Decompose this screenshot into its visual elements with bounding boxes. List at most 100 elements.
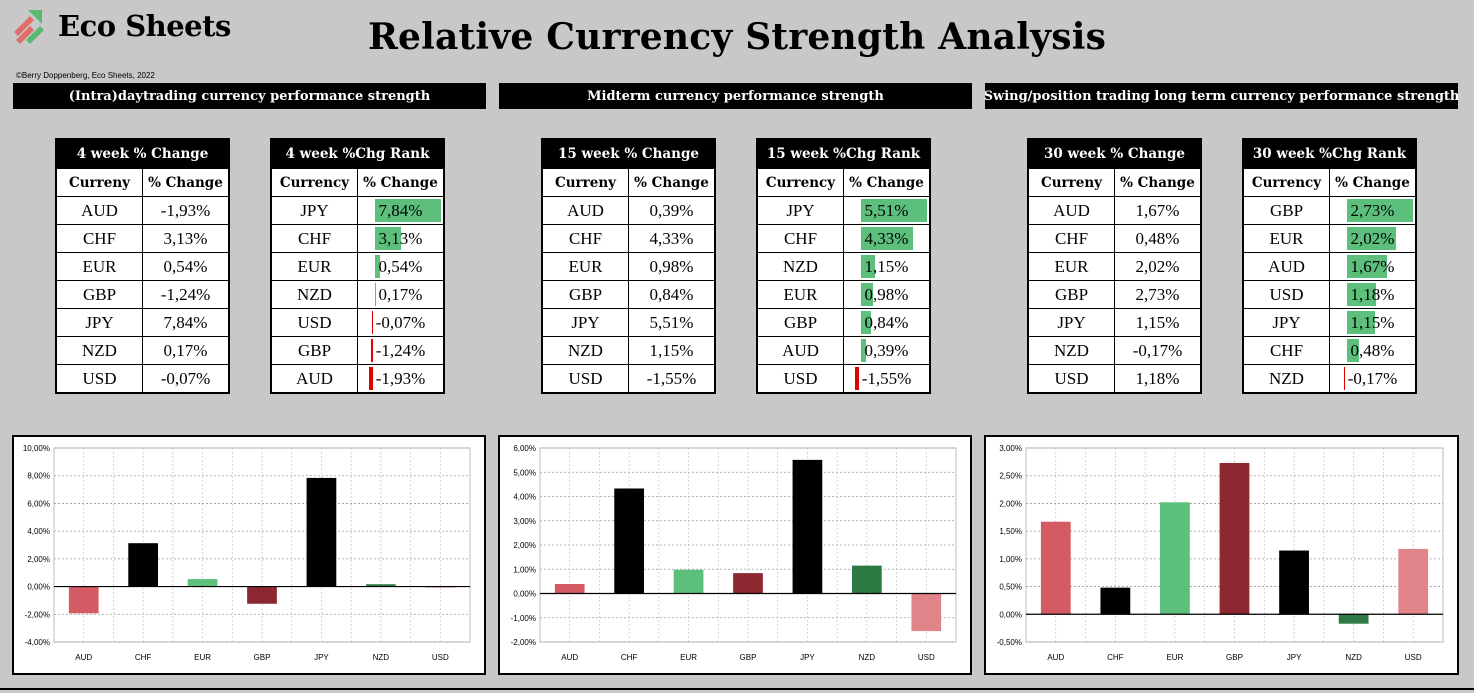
change-value: 0,54% <box>378 256 423 276</box>
y-tick-label: 5,00% <box>513 468 536 477</box>
table-row: USD -1,55% <box>758 364 929 392</box>
rank-bar-positive <box>1347 339 1359 362</box>
table-row: GBP 0,84% <box>758 308 929 336</box>
x-tick-label: NZD <box>373 653 390 662</box>
currency-cell: USD <box>1244 281 1330 308</box>
change-table-15w: 15 week % Change Curreny % Change AUD 0,39% C… <box>541 138 716 394</box>
chart-4w: 10,00% 8,00% 6,00% 4,00% 2,00% 0,00% -2,00% -4,… <box>12 435 486 675</box>
bar-aud <box>68 586 99 614</box>
table-title: 15 week % Change <box>543 140 714 168</box>
change-cell: 0,39% <box>629 197 714 224</box>
currency-cell: CHF <box>1029 225 1115 252</box>
table-header-row: Curreny % Change <box>57 168 228 196</box>
x-tick-label: GBP <box>740 653 757 662</box>
change-cell: 1,67% <box>1115 197 1200 224</box>
y-tick-label: 1,00% <box>513 565 536 574</box>
change-value: -1,55% <box>861 368 912 388</box>
header-change: % Change <box>634 174 709 191</box>
table-row: EUR 2,02% <box>1244 224 1415 252</box>
x-tick-label: EUR <box>680 653 697 662</box>
change-value: 0,48% <box>1350 340 1395 360</box>
change-cell: 5,51% <box>629 309 714 336</box>
y-tick-label: 0,00% <box>999 610 1022 619</box>
currency-cell: JPY <box>57 309 143 336</box>
table-title: 4 week %Chg Rank <box>272 140 443 168</box>
rank-bar-positive <box>861 227 913 250</box>
currency-cell: CHF <box>1244 337 1330 364</box>
y-tick-label: 2,00% <box>513 541 536 550</box>
table-row: CHF 0,48% <box>1244 336 1415 364</box>
currency-cell: JPY <box>1029 309 1115 336</box>
change-cell: 2,02% <box>1330 225 1415 252</box>
chart-svg: 6,00% 5,00% 4,00% 3,00% 2,00% 1,00% 0,00% -1,00… <box>511 444 957 662</box>
rank-bar-positive <box>375 199 441 222</box>
x-tick-label: NZD <box>1345 653 1362 662</box>
change-cell: 0,48% <box>1330 337 1415 364</box>
change-value: 1,18% <box>1135 368 1180 388</box>
change-value: 3,13% <box>163 228 208 248</box>
x-tick-label: USD <box>1405 653 1422 662</box>
table-row: USD 1,18% <box>1029 364 1200 392</box>
change-value: 3,13% <box>378 228 423 248</box>
x-tick-label: JPY <box>1287 653 1302 662</box>
currency-cell: NZD <box>272 281 358 308</box>
change-cell: -1,93% <box>358 365 443 392</box>
table-title: 30 week % Change <box>1029 140 1200 168</box>
header-currency: Curreny <box>57 169 143 196</box>
currency-cell: NZD <box>543 337 629 364</box>
bar-chf <box>128 543 158 587</box>
change-value: 0,48% <box>1135 228 1180 248</box>
change-cell: 0,84% <box>844 309 929 336</box>
bar-jpy <box>792 459 823 594</box>
table-row: NZD 1,15% <box>543 336 714 364</box>
currency-cell: USD <box>543 365 629 392</box>
currency-cell: CHF <box>758 225 844 252</box>
change-cell: 0,54% <box>143 253 228 280</box>
bottom-rule <box>0 688 1474 690</box>
bar-chf <box>1100 587 1131 615</box>
header-change: % Change <box>148 174 223 191</box>
rank-bar-positive <box>1347 311 1375 334</box>
bar-jpy <box>1279 550 1309 615</box>
currency-cell: NZD <box>1244 365 1330 392</box>
bar-gbp <box>247 586 277 604</box>
logo-stripe-green <box>26 26 44 44</box>
logo-stripe-pink <box>16 26 34 44</box>
x-tick-label: AUD <box>75 653 92 662</box>
change-value: 0,84% <box>864 312 909 332</box>
currency-cell: NZD <box>758 253 844 280</box>
rank-table-4w: 4 week %Chg Rank Currency % Change JPY 7,84%… <box>270 138 445 394</box>
currency-cell: NZD <box>1029 337 1115 364</box>
table-title: 15 week %Chg Rank <box>758 140 929 168</box>
y-tick-label: 1,00% <box>999 555 1022 564</box>
table-header-row: Curreny % Change <box>1029 168 1200 196</box>
y-tick-label: 4,00% <box>513 493 536 502</box>
table-row: CHF 3,13% <box>272 224 443 252</box>
y-tick-label: 2,50% <box>999 472 1022 481</box>
chart-15w: 6,00% 5,00% 4,00% 3,00% 2,00% 1,00% 0,00% -1,00… <box>498 435 972 675</box>
bar-eur <box>673 569 704 594</box>
table-row: EUR 0,98% <box>758 280 929 308</box>
change-cell: 4,33% <box>844 225 929 252</box>
change-value: 1,15% <box>649 340 694 360</box>
table-row: NZD 0,17% <box>272 280 443 308</box>
currency-cell: AUD <box>272 365 358 392</box>
table-row: USD -0,07% <box>272 308 443 336</box>
y-tick-label: 0,00% <box>513 590 536 599</box>
y-tick-label: -2,00% <box>511 638 536 647</box>
table-row: GBP -1,24% <box>272 336 443 364</box>
change-cell: -1,24% <box>358 337 443 364</box>
table-row: GBP -1,24% <box>57 280 228 308</box>
change-cell: -1,55% <box>629 365 714 392</box>
y-tick-label: 1,50% <box>999 527 1022 536</box>
change-value: -1,55% <box>646 368 697 388</box>
change-value: 4,33% <box>649 228 694 248</box>
x-tick-label: AUD <box>561 653 578 662</box>
brand-logo: Eco Sheets <box>12 4 231 48</box>
section-header-midterm: Midterm currency performance strength <box>499 83 972 109</box>
copyright: ©Berry Doppenberg, Eco Sheets, 2022 <box>16 71 155 80</box>
bar-nzd <box>1338 614 1369 624</box>
change-cell: 3,13% <box>143 225 228 252</box>
x-tick-label: GBP <box>254 653 271 662</box>
change-cell: 1,18% <box>1330 281 1415 308</box>
